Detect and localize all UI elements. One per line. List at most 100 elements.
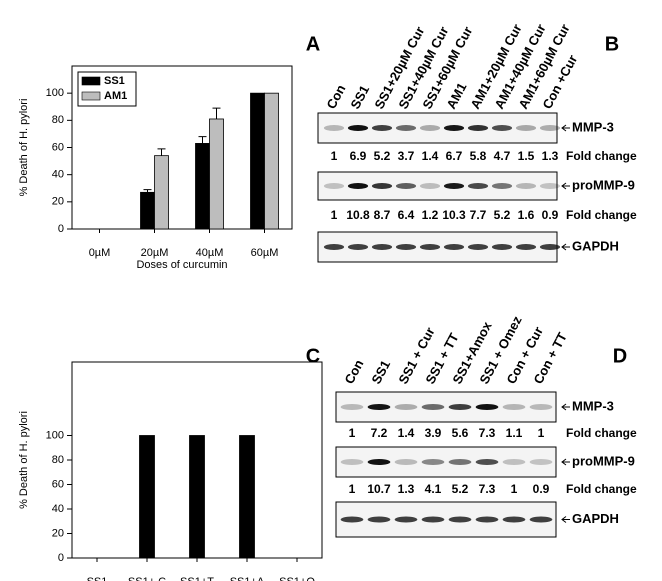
fold-label: Fold change [566, 208, 637, 222]
band [419, 244, 441, 250]
x-tick-label: 0µM [89, 247, 111, 259]
row-name: GAPDH [572, 511, 619, 526]
fold-value: 1 [349, 482, 356, 496]
error-bar [143, 189, 152, 193]
band [395, 183, 417, 189]
fold-value: 4.7 [494, 149, 511, 163]
fold-value: 1 [349, 426, 356, 440]
y-tick-label: 0 [58, 223, 64, 235]
fold-value: 1 [538, 426, 545, 440]
fold-value: 3.9 [425, 426, 442, 440]
band [323, 244, 345, 250]
band [529, 459, 553, 465]
band [395, 244, 417, 250]
fold-value: 1.1 [506, 426, 523, 440]
y-tick-label: 0 [58, 552, 64, 564]
band [394, 516, 418, 523]
band [491, 125, 513, 131]
band [502, 459, 526, 465]
y-tick-label: 40 [52, 503, 64, 515]
band [475, 459, 499, 465]
x-tick-label: 60µM [251, 247, 279, 259]
fold-value: 1 [331, 149, 338, 163]
panel-letter: C [306, 345, 320, 367]
fold-value: 5.2 [494, 208, 511, 222]
band [515, 244, 537, 250]
fold-value: 7.3 [479, 482, 496, 496]
fold-value: 1.5 [518, 149, 535, 163]
fold-value: 10.3 [442, 208, 466, 222]
y-tick-label: 60 [52, 141, 64, 153]
bar [189, 435, 205, 559]
fold-value: 1 [331, 208, 338, 222]
band [443, 125, 465, 131]
band [421, 459, 445, 465]
band [340, 404, 364, 410]
bar [195, 143, 210, 230]
legend-label: SS1 [104, 75, 125, 87]
lane-label: Con [341, 357, 366, 386]
x-axis-label: Doses of curcumin [136, 259, 227, 271]
x-tick-label: SS1+ C [128, 576, 166, 581]
band [419, 125, 441, 131]
fold-value: 5.6 [452, 426, 469, 440]
band [367, 404, 391, 410]
band [323, 183, 345, 189]
band [340, 459, 364, 465]
band [371, 244, 393, 250]
y-tick-label: 80 [52, 114, 64, 126]
band [394, 404, 418, 410]
bar [139, 435, 155, 559]
band [347, 125, 369, 131]
band [475, 516, 499, 523]
panel-letter: B [605, 33, 619, 55]
fold-value: 7.7 [470, 208, 487, 222]
fold-value: 7.2 [371, 426, 388, 440]
fold-value: 8.7 [374, 208, 391, 222]
row-name: MMP-3 [572, 119, 614, 134]
fold-value: 1.2 [422, 208, 439, 222]
band [367, 459, 391, 465]
band [539, 125, 561, 131]
lane-label: AM1 [443, 80, 469, 111]
band [347, 183, 369, 189]
row-name: GAPDH [572, 238, 619, 253]
band [421, 404, 445, 410]
y-tick-label: 60 [52, 478, 64, 490]
band [443, 183, 465, 189]
row-name: proMMP-9 [572, 177, 635, 192]
x-tick-label: SS1+A [230, 576, 265, 581]
band [448, 404, 472, 410]
panel-letter: D [613, 345, 627, 367]
band [491, 183, 513, 189]
fold-value: 5.2 [374, 149, 391, 163]
band [448, 459, 472, 465]
fold-value: 6.4 [398, 208, 415, 222]
legend-label: AM1 [104, 90, 127, 102]
error-bar [212, 107, 221, 119]
x-tick-label: SS1+O [279, 576, 315, 581]
band [467, 244, 489, 250]
band [467, 183, 489, 189]
row-name: MMP-3 [572, 398, 614, 413]
bar [250, 92, 265, 230]
fold-value: 1.4 [422, 149, 439, 163]
bar [154, 155, 169, 230]
legend-swatch [81, 76, 101, 86]
band [443, 244, 465, 250]
legend-swatch [81, 91, 101, 101]
y-tick-label: 100 [46, 429, 64, 441]
error-bar [198, 136, 207, 144]
band [529, 404, 553, 410]
band [502, 516, 526, 523]
lane-label: SS1 [347, 83, 372, 112]
fold-value: 1 [511, 482, 518, 496]
fold-value: 3.7 [398, 149, 415, 163]
band [371, 183, 393, 189]
band [323, 125, 345, 131]
bar [264, 92, 279, 230]
band [491, 244, 513, 250]
fold-value: 6.7 [446, 149, 463, 163]
lane-label: Con [323, 82, 348, 111]
row-name: proMMP-9 [572, 453, 635, 468]
